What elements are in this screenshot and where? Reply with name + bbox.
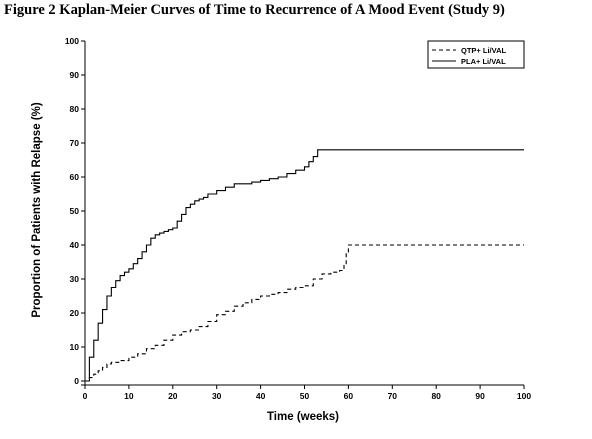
x-tick-label: 40 <box>256 391 266 401</box>
x-tick-label: 30 <box>212 391 222 401</box>
y-tick-label: 40 <box>70 240 80 250</box>
series-line-pla <box>85 149 524 382</box>
chart-axes <box>81 41 524 386</box>
y-tick-label: 0 <box>74 376 79 386</box>
legend-label-pla: PLA+ Li/VAL <box>461 57 506 66</box>
series-line-qtp <box>85 244 524 382</box>
figure-title: Figure 2 Kaplan-Meier Curves of Time to … <box>4 2 505 18</box>
y-tick-label: 80 <box>70 104 80 114</box>
y-tick-label: 50 <box>70 206 80 216</box>
legend-box <box>427 40 525 69</box>
y-tick-label: 30 <box>70 274 80 284</box>
x-tick-label: 0 <box>83 391 88 401</box>
x-tick-label: 10 <box>124 391 134 401</box>
chart-legend: QTP+ Li/VAL PLA+ Li/VAL <box>427 40 525 69</box>
legend-label-qtp: QTP+ Li/VAL <box>461 46 506 55</box>
x-axis-title: Time (weeks) <box>267 411 339 423</box>
x-tick-label: 100 <box>517 391 531 401</box>
x-tick-label: 80 <box>431 391 441 401</box>
x-tick-label: 90 <box>475 391 485 401</box>
chart-series <box>85 149 524 382</box>
x-tick-label: 20 <box>168 391 178 401</box>
y-tick-label: 100 <box>65 36 79 46</box>
y-axis-title: Proportion of Patients with Relapse (%) <box>31 102 43 317</box>
y-tick-label: 70 <box>70 138 80 148</box>
y-tick-label: 10 <box>70 342 80 352</box>
y-tick-label: 60 <box>70 172 80 182</box>
x-tick-label: 50 <box>300 391 310 401</box>
y-tick-label: 20 <box>70 308 80 318</box>
x-tick-label: 70 <box>388 391 398 401</box>
y-tick-label: 90 <box>70 70 80 80</box>
chart-ticks: 0 10 20 30 40 50 60 70 80 90 100 0 10 20 30 40 50 60 70 80 9… <box>65 36 532 401</box>
x-tick-label: 60 <box>344 391 354 401</box>
